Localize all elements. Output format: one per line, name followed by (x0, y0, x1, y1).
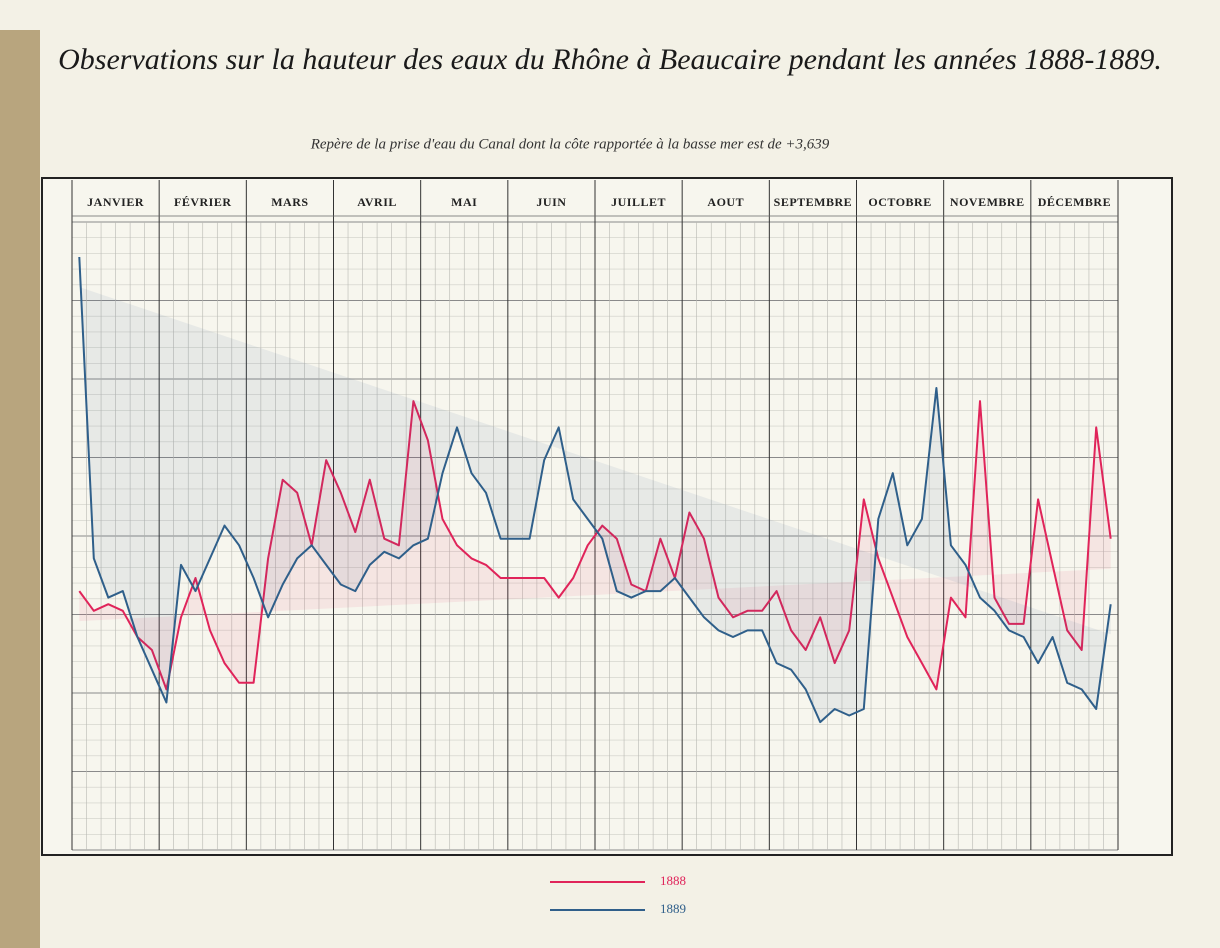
month-label: JUIN (536, 195, 566, 209)
month-label: DÉCEMBRE (1038, 195, 1111, 209)
month-label: FÉVRIER (174, 195, 232, 209)
chart-title: Observations sur la hauteur des eaux du … (58, 43, 1162, 76)
legend-label: 1888 (660, 873, 686, 888)
legend-label: 1889 (660, 901, 686, 916)
binding (0, 30, 40, 948)
month-label: AVRIL (357, 195, 397, 209)
chart-subtitle: Repère de la prise d'eau du Canal dont l… (310, 136, 830, 152)
month-label: NOVEMBRE (950, 195, 1025, 209)
month-label: SEPTEMBRE (774, 195, 853, 209)
month-label: JUILLET (611, 195, 666, 209)
month-label: AOUT (707, 195, 744, 209)
month-label: MAI (451, 195, 477, 209)
month-label: JANVIER (87, 195, 144, 209)
month-label: MARS (271, 195, 308, 209)
month-label: OCTOBRE (868, 195, 931, 209)
chart: Observations sur la hauteur des eaux du … (0, 0, 1220, 948)
